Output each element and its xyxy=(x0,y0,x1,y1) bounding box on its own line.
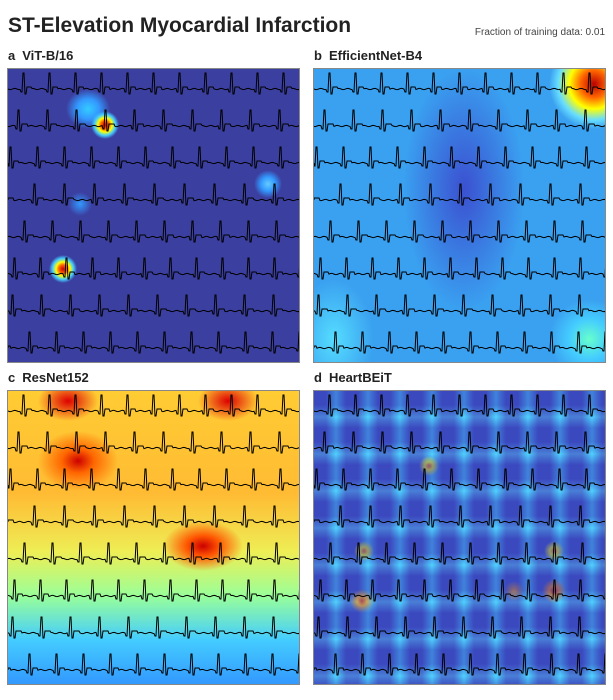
ecg-lead-trace xyxy=(8,109,299,132)
ecg-lead-trace xyxy=(8,542,299,565)
resnet-attention-heatmap xyxy=(7,390,300,685)
ecg-lead-trace xyxy=(314,331,605,354)
ecg-lead-trace xyxy=(314,431,605,454)
ecg-traces xyxy=(8,394,299,676)
panel-letter: d xyxy=(314,370,322,385)
ecg-lead-trace xyxy=(8,579,299,602)
ecg-lead-trace xyxy=(314,294,605,317)
ecg-lead-trace xyxy=(8,257,299,280)
ecg-lead-trace xyxy=(8,431,299,454)
ecg-traces xyxy=(8,72,299,354)
panel-a-label: a ViT-B/16 xyxy=(8,48,73,63)
ecg-traces xyxy=(314,72,605,354)
panel-model-name: ViT-B/16 xyxy=(22,48,74,63)
ecg-lead-trace xyxy=(8,220,299,243)
ecg-lead-trace xyxy=(8,146,299,169)
ecg-lead-trace xyxy=(314,394,605,417)
ecg-lead-trace xyxy=(8,616,299,639)
ecg-lead-trace xyxy=(8,653,299,676)
ecg-lead-trace xyxy=(314,542,605,565)
panel-letter: a xyxy=(8,48,16,63)
ecg-lead-trace xyxy=(314,653,605,676)
heartbeit-attention-heatmap xyxy=(313,390,606,685)
training-fraction-label: Fraction of training data: 0.01 xyxy=(474,27,605,38)
ecg-lead-trace xyxy=(314,257,605,280)
efficientnet-attention-heatmap xyxy=(313,68,606,363)
panel-model-name: EfficientNet-B4 xyxy=(328,48,423,63)
ecg-lead-trace xyxy=(314,579,605,602)
ecg-lead-trace xyxy=(314,109,605,132)
panel-d-label: d HeartBEiT xyxy=(314,370,392,385)
ecg-lead-trace xyxy=(314,183,605,206)
ecg-lead-trace xyxy=(8,505,299,528)
ecg-lead-trace xyxy=(8,294,299,317)
ecg-lead-trace xyxy=(314,220,605,243)
panel-b-label: b EfficientNet-B4 xyxy=(314,48,422,63)
vit-attention-heatmap xyxy=(7,68,300,363)
ecg-lead-trace xyxy=(314,505,605,528)
ecg-lead-trace xyxy=(8,331,299,354)
panel-model-name: HeartBEiT xyxy=(328,370,392,385)
ecg-lead-trace xyxy=(314,468,605,491)
ecg-lead-trace xyxy=(314,616,605,639)
figure-title: ST-Elevation Myocardial Infarction xyxy=(8,14,352,37)
ecg-lead-trace xyxy=(8,183,299,206)
panel-letter: b xyxy=(314,48,322,63)
panel-model-name: ResNet152 xyxy=(22,370,89,385)
ecg-lead-trace xyxy=(8,468,299,491)
ecg-lead-trace xyxy=(314,146,605,169)
ecg-lead-trace xyxy=(8,72,299,95)
ecg-lead-trace xyxy=(8,394,299,417)
ecg-lead-trace xyxy=(314,72,605,95)
panel-letter: c xyxy=(8,370,16,385)
panel-c-label: c ResNet152 xyxy=(8,370,89,385)
ecg-traces xyxy=(314,394,605,676)
